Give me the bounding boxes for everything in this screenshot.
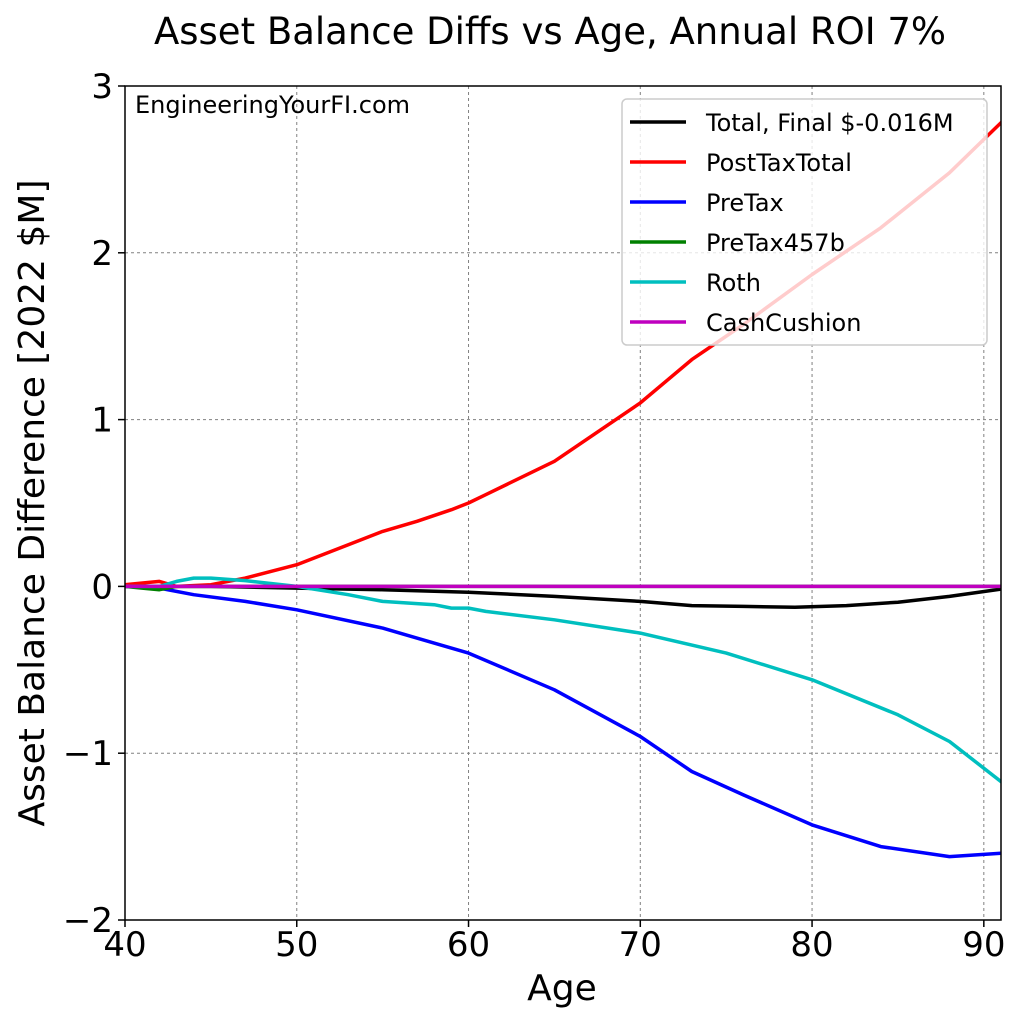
y-tick-label: −1	[63, 734, 113, 774]
x-tick-label: 50	[275, 925, 318, 965]
legend-label-cashcushion: CashCushion	[706, 309, 861, 337]
y-tick-label: 2	[91, 234, 113, 274]
legend: Total, Final $-0.016M PostTaxTotal PreTax P…	[621, 98, 988, 346]
axis-ticks: 40 50 60 70 80 90 −2 −1 0 1 2 3	[63, 67, 1006, 965]
y-tick-label: 1	[91, 401, 113, 441]
series-line-roth	[125, 576, 1001, 784]
legend-label-pretax: PreTax	[706, 189, 784, 217]
legend-label-total-final-0-016m: Total, Final $-0.016M	[705, 109, 954, 137]
legend-label-posttaxtotal: PostTaxTotal	[706, 149, 852, 177]
watermark: EngineeringYourFI.com	[135, 91, 410, 119]
x-tick-label: 80	[790, 925, 833, 965]
y-axis-label: Asset Balance Difference [2022 $M]	[12, 179, 53, 826]
legend-label-pretax457b: PreTax457b	[706, 229, 845, 257]
plot-frame	[124, 85, 1002, 921]
y-tick-label: 3	[91, 67, 113, 107]
legend-label-roth: Roth	[706, 269, 761, 297]
y-tick-label: −2	[63, 901, 113, 941]
x-tick-label: 60	[447, 925, 490, 965]
chart-title: Asset Balance Diffs vs Age, Annual ROI 7…	[154, 10, 946, 53]
x-tick-label: 40	[103, 925, 146, 965]
y-tick-label: 0	[91, 567, 113, 607]
x-tick-label: 70	[619, 925, 662, 965]
x-axis-label: Age	[527, 968, 597, 1009]
legend-box	[621, 98, 988, 346]
x-tick-label: 90	[962, 925, 1005, 965]
series-line-pretax	[125, 584, 1001, 859]
